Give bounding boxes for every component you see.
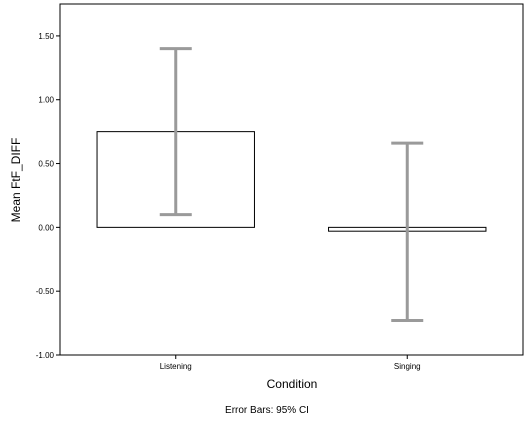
y-tick-label: 1.50	[38, 32, 54, 41]
error-bar-footnote: Error Bars: 95% CI	[225, 405, 309, 416]
bars	[96, 131, 487, 232]
y-tick-label: 0.50	[38, 160, 54, 169]
y-axis: -1.00 -0.50 0.00 0.50 1.00 1.50	[36, 32, 60, 360]
plot-frame	[59, 3, 524, 356]
x-tick-label: Listening	[160, 362, 192, 371]
y-tick-label: -0.50	[36, 287, 55, 296]
y-axis-title: Mean FtF_DIFF	[9, 138, 23, 223]
y-tick-label: 1.00	[38, 96, 54, 105]
x-axis: Listening Singing	[160, 355, 421, 371]
error-bars	[159, 47, 424, 323]
y-tick-label: 0.00	[38, 223, 54, 232]
y-tick-label: -1.00	[36, 351, 55, 360]
x-axis-title: Condition	[267, 377, 318, 391]
x-tick-label: Singing	[394, 362, 421, 371]
